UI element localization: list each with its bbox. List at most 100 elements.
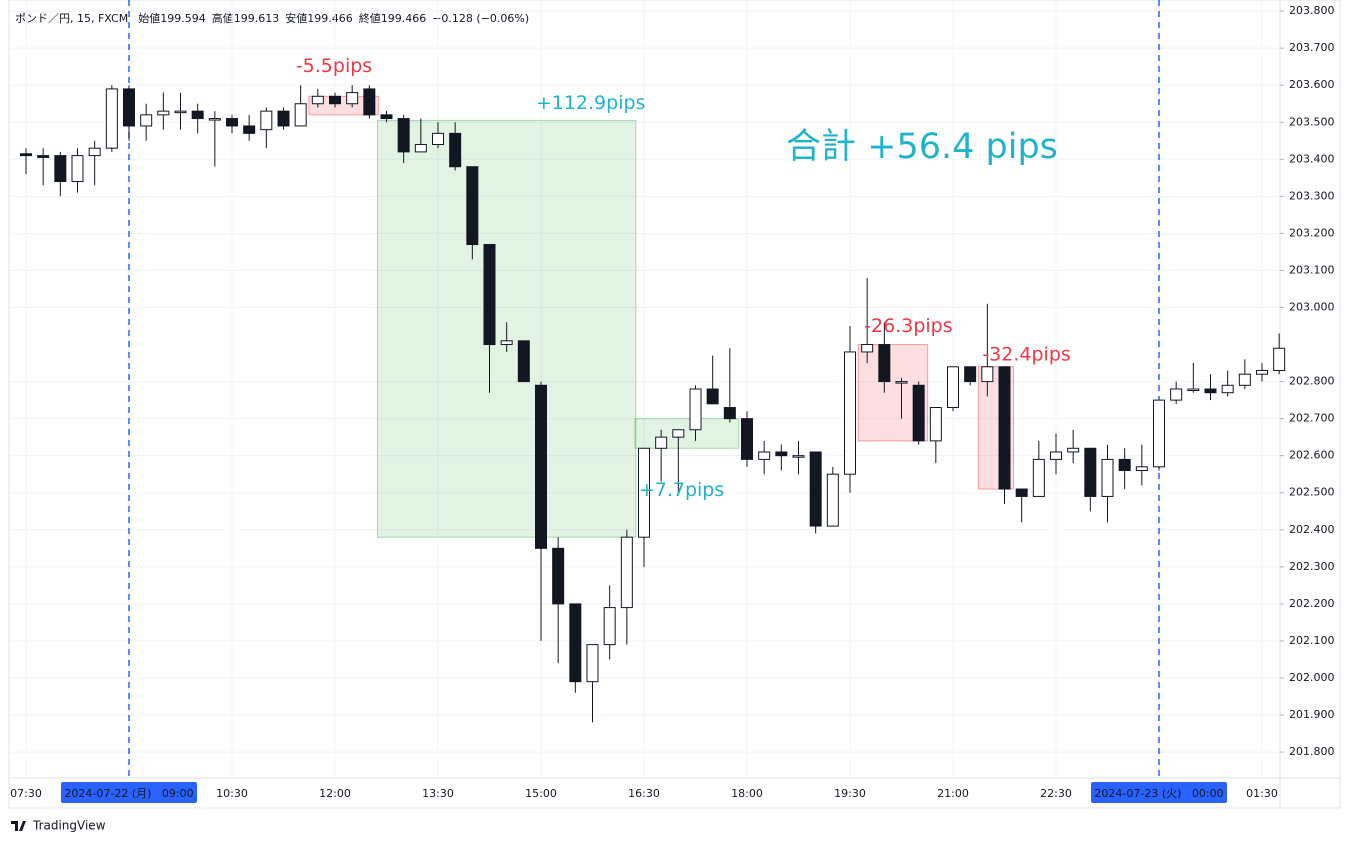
candle-body <box>535 384 547 549</box>
x-tick-label: 10:30 <box>216 787 248 800</box>
candle-body <box>294 103 307 127</box>
x-tick-label: 01:30 <box>1246 787 1278 800</box>
candle-body <box>449 132 462 168</box>
candle-body <box>603 607 616 646</box>
trade-box <box>308 95 379 116</box>
candle-body <box>483 244 496 346</box>
candle-body <box>123 88 135 127</box>
candle-body <box>689 388 702 431</box>
header-item: 安値199.466 <box>285 11 353 25</box>
x-tick-label: 15:00 <box>525 787 557 800</box>
candle-body <box>71 155 84 183</box>
logo-icon <box>11 821 26 831</box>
candle-body <box>432 132 444 145</box>
x-tick-label: 07:30 <box>10 787 42 800</box>
x-tick-label: 19:30 <box>834 787 866 800</box>
y-tick-label: 202.500 <box>1289 486 1335 499</box>
x-tick-label: 2024-07-23 (火) 00:00 <box>1094 787 1223 800</box>
candle-body <box>243 125 256 134</box>
header-item: 始値199.594 <box>138 11 206 25</box>
total-label: 合計 +56.4 pips <box>786 127 1058 167</box>
y-tick-label: 203.500 <box>1289 115 1335 128</box>
y-tick-label: 203.400 <box>1289 152 1335 165</box>
y-tick-label: 203.700 <box>1289 41 1335 54</box>
candle-body <box>397 118 410 153</box>
y-tick-label: 202.700 <box>1289 412 1335 425</box>
candle-body <box>414 143 427 153</box>
y-tick-label: 202.800 <box>1289 375 1335 388</box>
candle-body <box>346 92 359 105</box>
x-tick-label: 22:30 <box>1040 787 1072 800</box>
trade-box <box>634 418 740 449</box>
candle-body <box>1050 451 1062 460</box>
candle-body <box>1153 399 1165 468</box>
candle-body <box>655 436 668 449</box>
candle-body <box>981 366 994 383</box>
candle-body <box>1135 466 1148 472</box>
candle-body <box>861 344 874 353</box>
candle-body <box>277 110 290 127</box>
candle-body <box>672 429 685 438</box>
y-tick-label: 203.100 <box>1289 263 1335 276</box>
y-tick-label: 202.400 <box>1289 523 1335 536</box>
candle-body <box>311 95 324 105</box>
candle-body <box>157 110 170 116</box>
candle-body <box>54 155 67 183</box>
candle-body <box>929 407 942 442</box>
candle-body <box>964 366 977 383</box>
candle-body <box>37 155 50 158</box>
candle-body <box>1101 458 1114 497</box>
candle-body <box>569 603 582 683</box>
y-tick-label: 201.800 <box>1289 745 1335 758</box>
candle-body <box>174 110 187 114</box>
candle-body <box>552 547 565 605</box>
trade-label: -5.5pips <box>296 55 372 77</box>
candle-body <box>586 644 599 683</box>
candle-body <box>792 455 805 458</box>
x-tick-label: 21:00 <box>937 787 969 800</box>
footer-text: TradingView <box>32 819 106 833</box>
candle-body <box>998 366 1011 490</box>
candle-body <box>1015 488 1028 497</box>
candle-body <box>329 95 341 105</box>
candle-body <box>706 388 719 405</box>
candle-body <box>775 451 788 457</box>
date-label-bg <box>1091 782 1227 803</box>
candle-body <box>191 110 204 120</box>
candle-body <box>466 166 479 246</box>
x-tick-label: 18:00 <box>731 787 763 800</box>
candle-body <box>758 451 771 460</box>
candle-body <box>105 88 118 149</box>
y-tick-label: 201.900 <box>1289 708 1335 721</box>
candle-body <box>1170 388 1183 401</box>
header-item: 高値199.613 <box>212 11 280 25</box>
candle-body <box>140 114 153 127</box>
candle-body <box>741 418 753 460</box>
candle-body <box>88 147 101 157</box>
candle-body <box>912 384 925 442</box>
date-label-bg <box>61 782 197 803</box>
y-tick-label: 203.000 <box>1289 300 1335 313</box>
header: ポンド／円, 15, FXCM 始値199.594 高値199.613 安値199.4… <box>15 11 529 25</box>
candle-body <box>1067 447 1080 453</box>
candle-body <box>947 366 959 409</box>
y-tick-label: 202.000 <box>1289 671 1335 684</box>
candle-body <box>1187 388 1200 391</box>
header-item: ポンド／円, 15, FXCM <box>15 12 128 25</box>
candle-body <box>1118 458 1131 472</box>
candle-body <box>1204 388 1217 394</box>
header-line: ポンド／円, 15, FXCM 始値199.594 高値199.613 安値199.4… <box>15 11 529 25</box>
y-tick-label: 202.200 <box>1289 597 1335 610</box>
y-tick-label: 202.100 <box>1289 634 1335 647</box>
y-tick-label: 203.600 <box>1289 78 1335 91</box>
candle-body <box>1084 447 1097 497</box>
footer-logo: TradingView <box>11 819 106 833</box>
frame <box>8 0 1341 809</box>
candle-body <box>1256 369 1268 375</box>
trade-label: +112.9pips <box>536 92 646 114</box>
x-tick-label: 12:00 <box>319 787 351 800</box>
candle-body <box>1032 458 1045 497</box>
x-tick-label: 2024-07-22 (月) 09:00 <box>64 787 193 800</box>
trade-label: -32.4pips <box>982 343 1070 365</box>
